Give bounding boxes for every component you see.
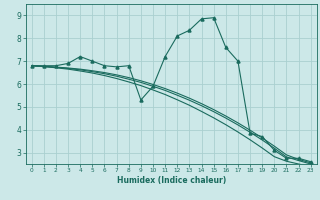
X-axis label: Humidex (Indice chaleur): Humidex (Indice chaleur) [116,176,226,185]
